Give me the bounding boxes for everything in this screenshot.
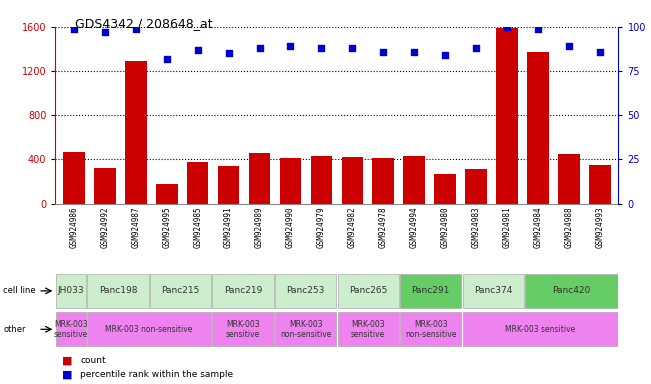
Bar [589, 166, 611, 204]
Point [594, 48, 605, 55]
Point [285, 43, 296, 50]
Text: ■: ■ [62, 369, 72, 379]
FancyBboxPatch shape [463, 274, 524, 308]
Text: GSM924986: GSM924986 [70, 207, 78, 248]
Bar [94, 168, 116, 204]
Text: GSM924988: GSM924988 [564, 207, 574, 248]
Text: MRK-003 sensitive: MRK-003 sensitive [505, 325, 575, 334]
Text: MRK-003
non-sensitive: MRK-003 non-sensitive [405, 319, 456, 339]
FancyBboxPatch shape [400, 274, 462, 308]
Text: GSM924989: GSM924989 [255, 207, 264, 248]
FancyBboxPatch shape [87, 313, 211, 346]
Text: count: count [80, 356, 105, 365]
Bar [372, 158, 394, 204]
Text: GSM924990: GSM924990 [286, 207, 295, 248]
FancyBboxPatch shape [463, 313, 618, 346]
Point [255, 45, 265, 51]
Text: GSM924992: GSM924992 [100, 207, 109, 248]
Text: GSM924981: GSM924981 [503, 207, 512, 248]
Point [564, 43, 574, 50]
Bar [280, 158, 301, 204]
Text: ■: ■ [62, 355, 72, 365]
Text: Panc374: Panc374 [474, 286, 512, 295]
Bar [187, 162, 208, 204]
Text: MRK-003 non-sensitive: MRK-003 non-sensitive [105, 325, 193, 334]
Point [471, 45, 481, 51]
Point [161, 56, 172, 62]
Text: other: other [3, 325, 26, 334]
Bar [404, 156, 425, 204]
Text: GSM924979: GSM924979 [317, 207, 326, 248]
Text: Panc291: Panc291 [411, 286, 450, 295]
Text: Panc265: Panc265 [349, 286, 387, 295]
Point [347, 45, 357, 51]
Point [131, 26, 141, 32]
Text: GSM924984: GSM924984 [534, 207, 542, 248]
Bar [342, 157, 363, 204]
Point [378, 48, 389, 55]
FancyBboxPatch shape [56, 313, 86, 346]
Text: Panc198: Panc198 [99, 286, 137, 295]
Bar [63, 152, 85, 204]
Text: cell line: cell line [3, 286, 36, 295]
Text: GSM924983: GSM924983 [471, 207, 480, 248]
Bar [156, 184, 178, 204]
Bar [311, 156, 332, 204]
Text: GSM924980: GSM924980 [441, 207, 450, 248]
Text: GSM924994: GSM924994 [409, 207, 419, 248]
Text: Panc253: Panc253 [286, 286, 325, 295]
Text: MRK-003
sensitive: MRK-003 sensitive [351, 319, 385, 339]
Point [193, 47, 203, 53]
FancyBboxPatch shape [337, 274, 399, 308]
Point [100, 29, 110, 35]
Text: MRK-003
sensitive: MRK-003 sensitive [226, 319, 260, 339]
Text: MRK-003
non-sensitive: MRK-003 non-sensitive [280, 319, 331, 339]
FancyBboxPatch shape [150, 274, 211, 308]
Text: JH033: JH033 [58, 286, 84, 295]
Point [69, 26, 79, 32]
FancyBboxPatch shape [525, 274, 618, 308]
Text: GSM924995: GSM924995 [162, 207, 171, 248]
FancyBboxPatch shape [275, 313, 337, 346]
Bar [527, 52, 549, 204]
Bar [125, 61, 146, 204]
Bar [249, 153, 270, 204]
Text: GSM924982: GSM924982 [348, 207, 357, 248]
Point [409, 48, 419, 55]
Bar [496, 28, 518, 204]
Text: GSM924985: GSM924985 [193, 207, 202, 248]
FancyBboxPatch shape [87, 274, 148, 308]
Text: Panc420: Panc420 [553, 286, 590, 295]
Point [502, 24, 512, 30]
Text: GSM924978: GSM924978 [379, 207, 388, 248]
FancyBboxPatch shape [337, 313, 399, 346]
FancyBboxPatch shape [56, 274, 86, 308]
FancyBboxPatch shape [275, 274, 337, 308]
Point [533, 26, 543, 32]
Text: GSM924993: GSM924993 [596, 207, 604, 248]
Bar [465, 169, 487, 204]
Bar [434, 174, 456, 204]
Bar [558, 154, 580, 204]
Point [316, 45, 327, 51]
Text: Panc219: Panc219 [224, 286, 262, 295]
Bar [218, 166, 240, 204]
Text: GDS4342 / 208648_at: GDS4342 / 208648_at [75, 17, 212, 30]
Text: GSM924987: GSM924987 [132, 207, 140, 248]
Text: percentile rank within the sample: percentile rank within the sample [80, 370, 233, 379]
Text: Panc215: Panc215 [161, 286, 200, 295]
Point [223, 50, 234, 56]
Text: GSM924991: GSM924991 [224, 207, 233, 248]
FancyBboxPatch shape [212, 274, 273, 308]
FancyBboxPatch shape [400, 313, 462, 346]
Text: MRK-003
sensitive: MRK-003 sensitive [54, 319, 88, 339]
FancyBboxPatch shape [212, 313, 273, 346]
Point [440, 52, 450, 58]
